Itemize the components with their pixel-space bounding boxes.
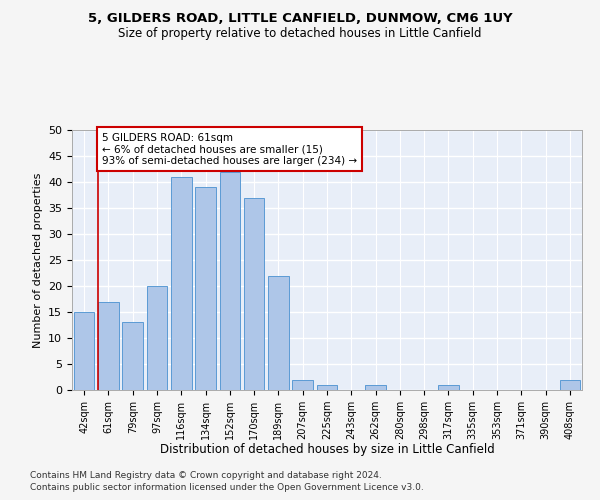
Bar — [98, 302, 119, 390]
Text: 5 GILDERS ROAD: 61sqm
← 6% of detached houses are smaller (15)
93% of semi-detac: 5 GILDERS ROAD: 61sqm ← 6% of detached h… — [102, 132, 357, 166]
Bar — [292, 380, 313, 390]
Text: Contains public sector information licensed under the Open Government Licence v3: Contains public sector information licen… — [30, 484, 424, 492]
Bar — [317, 385, 337, 390]
Bar — [244, 198, 265, 390]
Bar — [195, 187, 216, 390]
Text: 5, GILDERS ROAD, LITTLE CANFIELD, DUNMOW, CM6 1UY: 5, GILDERS ROAD, LITTLE CANFIELD, DUNMOW… — [88, 12, 512, 26]
Bar — [365, 385, 386, 390]
Bar — [146, 286, 167, 390]
Bar — [122, 322, 143, 390]
Bar — [438, 385, 459, 390]
Y-axis label: Number of detached properties: Number of detached properties — [32, 172, 43, 348]
Bar — [74, 312, 94, 390]
Bar — [171, 177, 191, 390]
Text: Distribution of detached houses by size in Little Canfield: Distribution of detached houses by size … — [160, 442, 494, 456]
Bar — [268, 276, 289, 390]
Bar — [220, 172, 240, 390]
Bar — [560, 380, 580, 390]
Text: Size of property relative to detached houses in Little Canfield: Size of property relative to detached ho… — [118, 28, 482, 40]
Text: Contains HM Land Registry data © Crown copyright and database right 2024.: Contains HM Land Registry data © Crown c… — [30, 471, 382, 480]
